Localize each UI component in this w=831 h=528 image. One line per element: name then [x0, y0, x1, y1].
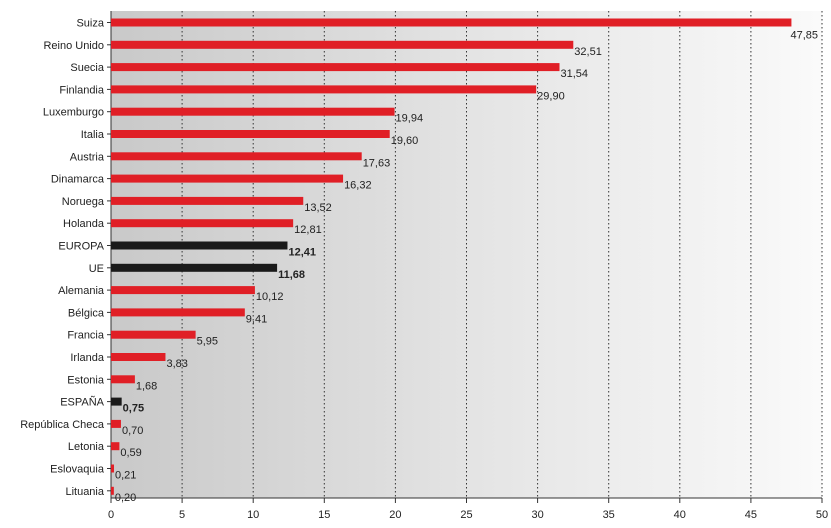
category-label: Suecia [70, 62, 105, 74]
value-label: 5,95 [197, 336, 218, 348]
bar [111, 18, 792, 27]
category-label: Suiza [76, 18, 104, 30]
value-label: 12,41 [288, 247, 316, 259]
x-tick-label: 20 [389, 509, 401, 521]
category-label: Bélgica [68, 307, 105, 319]
value-label: 10,12 [256, 291, 284, 303]
axes: 0 5 10 15 20 25 30 35 40 45 50 [107, 11, 828, 521]
value-label: 29,90 [537, 90, 565, 102]
bar [111, 130, 390, 138]
bar [111, 419, 121, 428]
bar [111, 464, 114, 473]
value-label: 3,83 [166, 358, 187, 370]
bar [111, 263, 278, 272]
bar [111, 196, 304, 205]
value-label: 16,32 [344, 180, 372, 192]
category-label: UE [89, 263, 104, 275]
value-label: 47,85 [790, 30, 818, 42]
bar [111, 397, 122, 406]
value-label: 0,75 [123, 403, 144, 415]
x-tick-label: 15 [318, 509, 330, 521]
category-label: Dinamarca [51, 174, 105, 186]
category-label: Alemania [58, 285, 105, 297]
category-label: Holanda [63, 218, 105, 230]
bar [111, 486, 114, 495]
bar [111, 286, 255, 295]
labels: Suiza 47,85 Reino Unido 32,51 Suecia 31,54 Fin… [20, 18, 818, 504]
bar [111, 308, 245, 317]
value-label: 0,21 [115, 470, 136, 482]
bar [111, 85, 537, 94]
category-label: Finlandia [59, 84, 105, 96]
category-label: ESPAÑA [60, 396, 104, 409]
value-label: 0,70 [122, 425, 143, 437]
value-label: 13,52 [304, 202, 332, 214]
value-label: 1,68 [136, 380, 157, 392]
bar [111, 107, 395, 116]
category-label: Luxemburgo [43, 107, 104, 119]
x-tick-label: 30 [531, 509, 543, 521]
x-tick-label: 5 [179, 509, 185, 521]
value-label: 12,81 [294, 224, 322, 236]
bar [111, 330, 196, 339]
bar [111, 375, 135, 384]
value-label: 11,68 [278, 269, 305, 281]
x-tick-label: 45 [745, 509, 757, 521]
bar [111, 219, 294, 228]
category-label: República Checa [20, 419, 105, 431]
category-label: Letonia [68, 441, 105, 453]
category-label: Austria [70, 151, 105, 163]
bar [111, 63, 560, 72]
value-label: 32,51 [574, 46, 602, 58]
value-label: 9,41 [246, 313, 267, 325]
value-label: 19,60 [391, 135, 419, 147]
bar [111, 174, 344, 183]
category-label: Eslovaquia [50, 464, 105, 476]
category-label: Lituania [65, 486, 104, 498]
bar [111, 353, 166, 361]
x-tick-label: 0 [108, 509, 114, 521]
x-tick-label: 40 [674, 509, 686, 521]
value-label: 19,94 [396, 113, 424, 125]
bar [111, 40, 574, 49]
category-label: Italia [81, 129, 105, 141]
bar [111, 152, 362, 161]
bar [111, 442, 120, 451]
value-label: 31,54 [560, 68, 588, 80]
x-tick-label: 25 [460, 509, 472, 521]
bars [111, 18, 792, 495]
value-label: 17,63 [363, 157, 391, 169]
category-label: Noruega [62, 196, 105, 208]
value-label: 0,59 [120, 447, 141, 459]
category-label: Francia [67, 330, 105, 342]
category-label: EUROPA [58, 241, 104, 253]
category-label: Reino Unido [43, 40, 104, 52]
value-label: 0,20 [115, 492, 136, 504]
x-tick-label: 10 [247, 509, 259, 521]
bar [111, 241, 288, 250]
x-tick-label: 50 [816, 509, 828, 521]
x-tick-label: 35 [603, 509, 615, 521]
category-label: Estonia [67, 374, 105, 386]
category-label: Irlanda [70, 352, 105, 364]
